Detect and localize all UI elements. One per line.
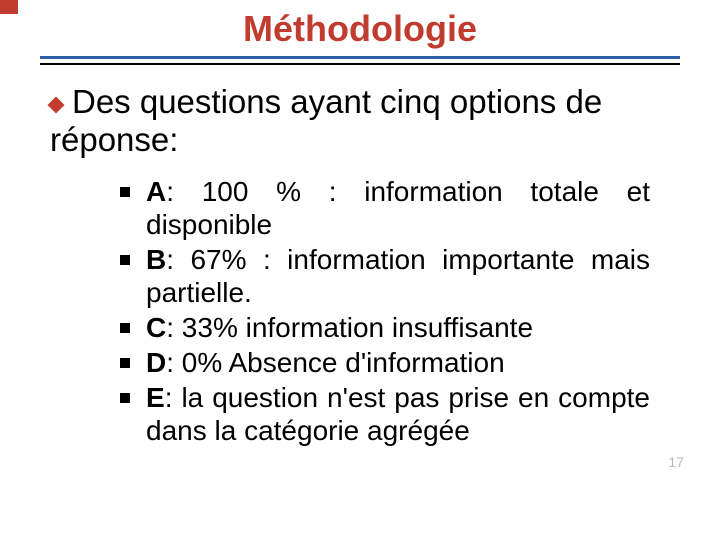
item-text: C: 33% information insuffisante (146, 312, 533, 343)
item-text: A: 100 % : information totale et disponi… (146, 176, 650, 240)
list-item: C: 33% information insuffisante (120, 311, 650, 344)
slide: Méthodologie Des questions ayant cinq op… (0, 0, 720, 540)
square-bullet-icon (120, 255, 130, 265)
diamond-bullet-icon (48, 97, 65, 114)
list-item: B: 67% : information importante mais par… (120, 243, 650, 309)
list-item: A: 100 % : information totale et disponi… (120, 175, 650, 241)
square-bullet-icon (120, 393, 130, 403)
square-bullet-icon (120, 187, 130, 197)
corner-accent (0, 0, 18, 14)
rule-lower (40, 63, 680, 65)
square-bullet-icon (120, 358, 130, 368)
rule-upper (40, 56, 680, 63)
content-area: Des questions ayant cinq options de répo… (50, 83, 680, 447)
lead-text: Des questions ayant cinq options de répo… (50, 83, 602, 158)
page-number: 17 (668, 454, 684, 470)
title-underline (40, 56, 680, 65)
list-item: D: 0% Absence d'information (120, 346, 650, 379)
item-text: B: 67% : information importante mais par… (146, 244, 650, 308)
item-text: D: 0% Absence d'information (146, 347, 505, 378)
lead-line: Des questions ayant cinq options de répo… (50, 83, 680, 159)
slide-title: Méthodologie (0, 0, 720, 56)
item-text: E: la question n'est pas prise en compte… (146, 382, 650, 446)
list-item: E: la question n'est pas prise en compte… (120, 381, 650, 447)
options-list: A: 100 % : information totale et disponi… (120, 175, 650, 447)
square-bullet-icon (120, 323, 130, 333)
